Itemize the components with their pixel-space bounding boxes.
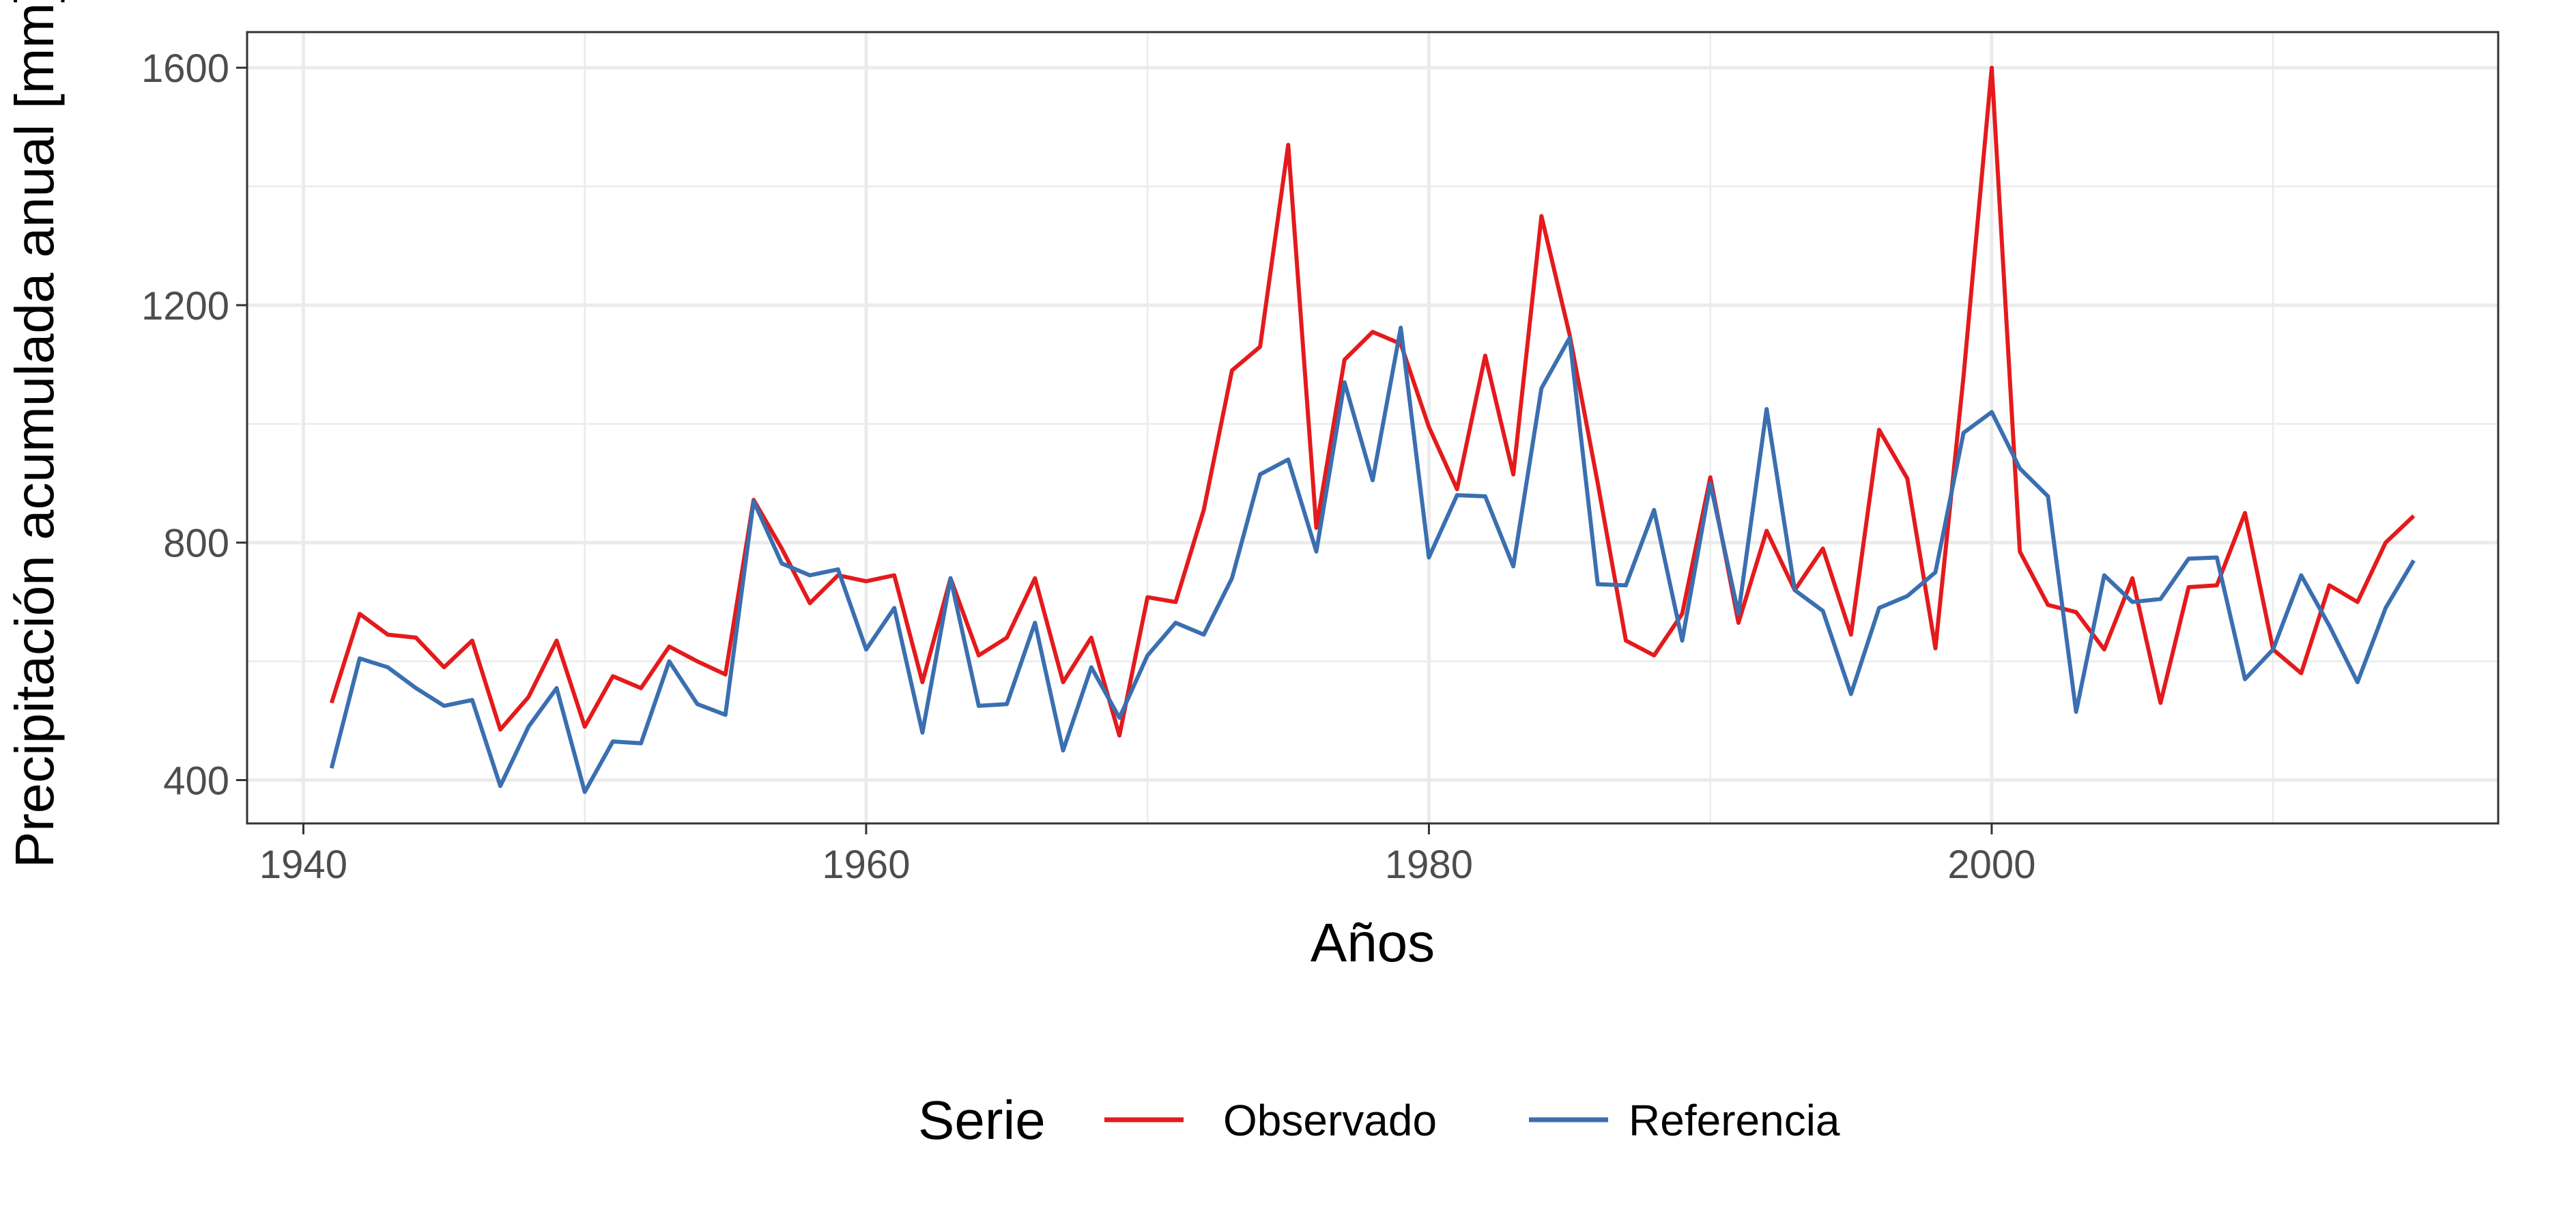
y-tick-label: 800 bbox=[163, 522, 229, 566]
x-tick-label: 2000 bbox=[1947, 843, 2035, 887]
x-tick-label: 1940 bbox=[259, 843, 347, 887]
y-tick-label: 400 bbox=[163, 759, 229, 804]
panel-border bbox=[246, 31, 2500, 825]
axis-ticks bbox=[236, 66, 1993, 834]
legend-title: Serie bbox=[918, 1090, 1046, 1150]
x-tick-label: 1960 bbox=[822, 843, 910, 887]
x-tick-label: 1980 bbox=[1385, 843, 1473, 887]
axis-tick-labels: 1940 1960 1980 2000 400 800 1200 1600 bbox=[141, 46, 2035, 887]
y-tick-label: 1600 bbox=[141, 46, 229, 91]
major-gridlines bbox=[247, 32, 2498, 823]
series-line-observado bbox=[329, 66, 2416, 738]
y-tick-label: 1200 bbox=[141, 284, 229, 328]
series-line-referencia bbox=[329, 326, 2416, 794]
x-axis-title: Años bbox=[1311, 912, 1435, 973]
legend: Serie Observado Referencia bbox=[918, 1090, 1840, 1150]
y-axis-title: Precipitación acumulada anual [mm] bbox=[4, 0, 65, 868]
legend-label-observado: Observado bbox=[1223, 1096, 1437, 1145]
minor-gridlines bbox=[247, 32, 2498, 823]
legend-label-referencia: Referencia bbox=[1629, 1096, 1840, 1145]
series-layer bbox=[329, 66, 2416, 794]
